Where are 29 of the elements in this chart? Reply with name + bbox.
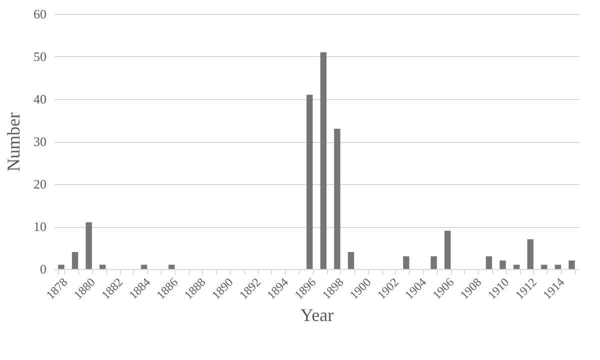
bar: [403, 256, 410, 269]
y-tick-label: 20: [34, 176, 46, 192]
bar: [168, 264, 175, 269]
y-tick-label: 60: [34, 6, 46, 22]
bar: [86, 222, 92, 269]
bar: [527, 239, 534, 269]
y-tick-label: 40: [34, 92, 46, 106]
bar: [568, 260, 575, 269]
bar: [430, 256, 437, 269]
bar: [444, 230, 451, 269]
y-tick-label: 0: [40, 262, 46, 276]
bar: [334, 128, 340, 269]
bar: [348, 252, 354, 269]
y-axis-title: Number: [4, 112, 24, 172]
bar: [486, 256, 492, 269]
bar: [541, 264, 548, 269]
bar: [58, 264, 64, 269]
y-tick-label: 10: [34, 219, 46, 234]
bar: [500, 260, 506, 269]
bar: [513, 264, 520, 269]
bar: [72, 252, 78, 269]
bar: [320, 52, 327, 269]
bar: [554, 264, 562, 269]
bar: [306, 94, 313, 269]
x-axis-title: Year: [300, 305, 334, 326]
bar: [140, 264, 148, 269]
y-tick-label: 50: [34, 49, 46, 64]
bar: [100, 264, 106, 269]
y-tick-label: 30: [34, 134, 46, 149]
